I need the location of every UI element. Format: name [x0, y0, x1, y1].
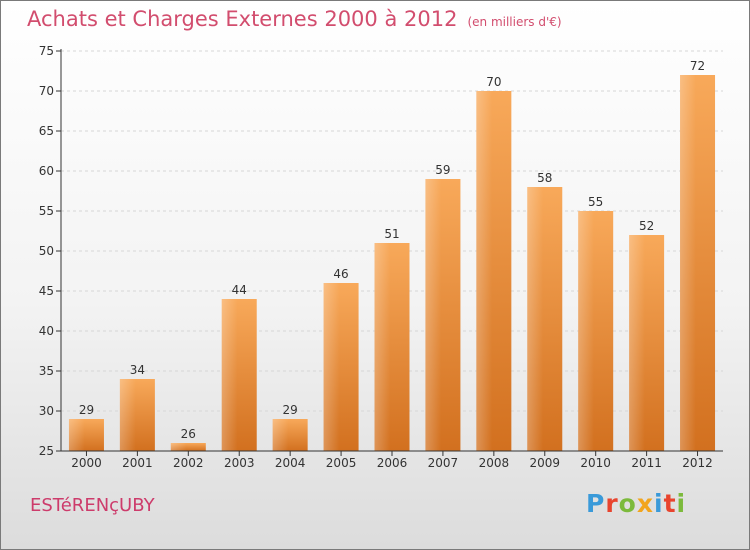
bar-highlight — [119, 379, 136, 451]
bar-highlight — [629, 235, 645, 451]
x-tick-label: 2004 — [275, 456, 306, 470]
proxiti-logo: Proxiti — [586, 489, 686, 518]
logo-letter: r — [605, 489, 619, 518]
chart-title: Achats et Charges Externes 2000 à 2012 (e… — [27, 7, 562, 31]
x-tick-label: 2012 — [682, 456, 713, 470]
bar-value-label: 29 — [283, 403, 298, 417]
bar-highlight — [578, 211, 594, 451]
y-tick-label: 45 — [39, 284, 54, 298]
bar-highlight — [476, 91, 493, 451]
y-tick-label: 55 — [39, 204, 54, 218]
y-tick-label: 65 — [39, 124, 54, 138]
bar-highlight — [272, 419, 289, 451]
x-tick-label: 2001 — [122, 456, 153, 470]
x-tick-label: 2011 — [631, 456, 662, 470]
x-tick-label: 2008 — [479, 456, 510, 470]
logo-letter: i — [654, 489, 664, 518]
bar-value-label: 44 — [232, 283, 247, 297]
chart-subtitle: (en milliers d'€) — [467, 15, 562, 29]
chart-title-text: Achats et Charges Externes 2000 à 2012 — [27, 7, 458, 31]
bar-highlight — [527, 187, 544, 451]
y-tick-label: 60 — [39, 164, 54, 178]
bar-highlight — [323, 283, 340, 451]
commune-name: ESTéRENçUBY — [30, 495, 155, 516]
bar — [170, 443, 206, 451]
bar-highlight — [374, 243, 391, 451]
bar-highlight — [68, 419, 85, 451]
y-tick-label: 75 — [39, 44, 54, 58]
y-tick-label: 25 — [39, 444, 54, 458]
y-tick-label: 35 — [39, 364, 54, 378]
y-tick-label: 40 — [39, 324, 54, 338]
x-tick-label: 2007 — [428, 456, 459, 470]
logo-letter: P — [586, 489, 606, 518]
x-tick-label: 2002 — [173, 456, 204, 470]
x-tick-label: 2006 — [377, 456, 408, 470]
bar-value-label: 58 — [537, 171, 552, 185]
bar-value-label: 55 — [588, 195, 603, 209]
x-tick-label: 2005 — [326, 456, 357, 470]
bar-value-label: 72 — [690, 59, 705, 73]
bar-value-label: 52 — [639, 219, 654, 233]
x-tick-label: 2009 — [529, 456, 560, 470]
bar-value-label: 51 — [384, 227, 399, 241]
bar-highlight — [425, 179, 442, 451]
x-tick-label: 2000 — [71, 456, 102, 470]
x-tick-label: 2010 — [580, 456, 611, 470]
bar-value-label: 59 — [435, 163, 450, 177]
bar-value-label: 29 — [79, 403, 94, 417]
bar-highlight — [680, 75, 696, 451]
y-tick-label: 50 — [39, 244, 54, 258]
logo-letter: x — [636, 489, 654, 518]
logo-letter: t — [663, 489, 677, 518]
bar-value-label: 26 — [181, 427, 196, 441]
bar-highlight — [221, 299, 238, 451]
bar-value-label: 34 — [130, 363, 145, 377]
logo-letter: i — [676, 489, 687, 518]
bar-value-label: 46 — [333, 267, 348, 281]
x-tick-label: 2003 — [224, 456, 255, 470]
bar-highlight — [170, 443, 187, 451]
logo-letter: o — [618, 489, 637, 518]
bar-value-label: 70 — [486, 75, 501, 89]
y-tick-label: 30 — [39, 404, 54, 418]
y-tick-label: 70 — [39, 84, 54, 98]
